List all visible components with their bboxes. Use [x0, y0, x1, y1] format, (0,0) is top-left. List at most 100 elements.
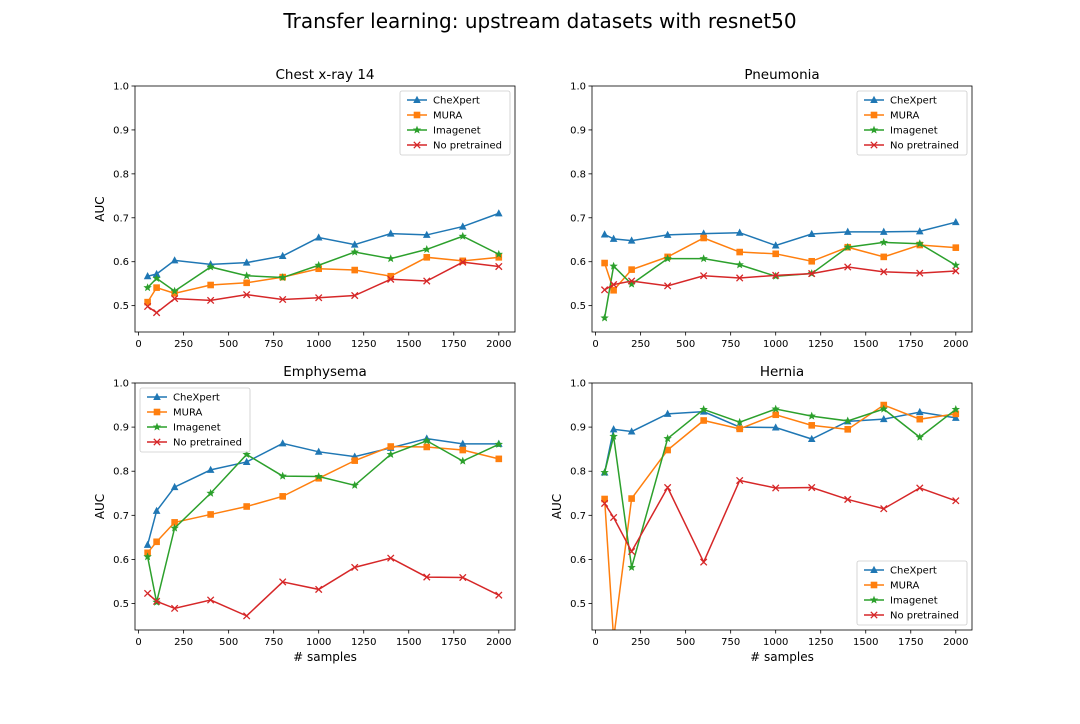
subplot-4-series-mura-point: [808, 422, 816, 429]
subplot-4-series-mura-point: [772, 411, 779, 419]
subplot-3-series-mura-point: [423, 443, 431, 451]
subplot-1-series-imagenet-point: [386, 254, 395, 263]
subplot-4-series-chexpert-point: [771, 423, 780, 431]
subplot-4-series-mura-point: [844, 426, 852, 433]
subplot-3-series-imagenet-point: [278, 471, 287, 480]
subplot-3-xtick-label: 1000: [306, 637, 331, 648]
subplot-1-series-chexpert-point: [152, 269, 161, 278]
subplot-1-series-mura-point: [459, 257, 467, 265]
subplot-4-ytick-label: 0.9: [570, 423, 586, 434]
subplot-2-series-imagenet-point: [735, 260, 744, 269]
subplot-2-series-no-pretrained-point: [844, 263, 852, 271]
subplot-2-xtick-label: 1750: [898, 339, 923, 350]
subplot-2-series-chexpert-line: [604, 221, 956, 247]
subplot-4-series-no-pretrained-point: [916, 484, 924, 492]
subplot-3-series-imagenet-point: [422, 436, 431, 445]
subplot-3-series-imagenet-point: [386, 450, 395, 459]
subplot-2-series-chexpert-point: [663, 230, 672, 238]
subplot-4-xtick-label: 1750: [898, 637, 923, 648]
subplot-4-series-chexpert-point: [807, 434, 816, 443]
subplot-1-series-mura-point: [144, 298, 151, 306]
subplot-3-series-imagenet-line: [146, 439, 500, 603]
subplot-4-series-no-pretrained-point: [627, 547, 636, 556]
subplot-1-ytick-label: 0.9: [113, 125, 129, 136]
subplot-4-ytick-label: 1.0: [570, 379, 586, 390]
subplot-2-series-no-pretrained-point: [772, 271, 780, 279]
subplot-3-series-no-pretrained-point: [459, 573, 467, 582]
subplot-3-series-no-pretrained-point: [315, 585, 323, 594]
subplot-1-series-chexpert-point: [458, 222, 467, 230]
subplot-4-legend-box: [856, 560, 968, 626]
subplot-1-legend-entry-imagenet-marker: [412, 125, 422, 134]
subplot-3-xtick-label: 1250: [351, 637, 376, 648]
subplot-1-series-mura-point: [243, 279, 250, 287]
subplot-4-series-imagenet-point: [735, 417, 744, 426]
subplot-4-xtick-label: 1250: [808, 637, 833, 648]
subplot-1-series-imagenet-point: [242, 271, 251, 280]
subplot-1-series-no-pretrained-point: [143, 302, 152, 311]
subplot-4-ytick-label: 0.5: [570, 599, 586, 610]
subplot-2-series-imagenet-point: [663, 254, 672, 263]
subplot-2-series-mura-point: [700, 234, 707, 242]
subplot-2-title: Pneumonia: [744, 67, 819, 83]
subplot-4-series-chexpert-line: [603, 410, 956, 473]
subplot-4-legend-entry-mura-marker: [870, 581, 878, 589]
subplot-2-series-mura-point: [952, 244, 960, 251]
subplot-1-series-imagenet-line: [147, 235, 500, 293]
subplot-2-frame: [591, 85, 973, 333]
subplot-2-series-mura-point: [628, 266, 635, 273]
subplot-3-series-no-pretrained-point: [206, 596, 215, 604]
subplot-3-xtick-label: 250: [174, 637, 193, 648]
subplot-1-series-no-pretrained-point: [387, 275, 395, 283]
subplot-3-xtick-label: 500: [219, 637, 238, 648]
subplot-4-legend-entry-mura-label: MURA: [890, 581, 919, 592]
subplot-3-series-no-pretrained-point: [387, 554, 395, 562]
subplot-4-series-imagenet-point: [600, 468, 609, 477]
subplot-2-series-imagenet-point: [879, 237, 888, 246]
subplot-2-series-chexpert-point: [609, 234, 618, 242]
subplot-2-series-mura-point: [772, 250, 779, 258]
subplot-3-series-no-pretrained-point: [423, 573, 431, 581]
subplot-3-series-imagenet-point: [314, 472, 323, 481]
subplot-4-series-no-pretrained-point: [772, 484, 780, 492]
subplot-4-xtick-label: 500: [676, 637, 695, 648]
subplot-4-frame: [591, 382, 973, 631]
subplot-3-xtick-label: 1750: [441, 637, 466, 648]
subplot-1-series-imagenet-point: [206, 262, 215, 271]
subplot-1-legend-entry-mura-label: MURA: [433, 111, 462, 122]
subplot-4-series-imagenet-point: [951, 405, 960, 414]
subplot-2-series-no-pretrained-line: [604, 266, 956, 291]
subplot-1-series-chexpert-point: [143, 272, 152, 280]
subplot-3-series-no-pretrained-point: [279, 578, 287, 586]
subplot-3-legend-entry-imagenet-marker: [152, 422, 162, 431]
subplot-1-series-no-pretrained-point: [495, 262, 503, 271]
subplot-4-ytick-label: 0.8: [570, 467, 586, 478]
subplot-2-series-imagenet-point: [627, 279, 636, 288]
subplot-4-series-no-pretrained-point: [880, 505, 888, 513]
subplot-3-series-mura-point: [153, 538, 160, 546]
subplot-1-series-imagenet-point: [494, 249, 503, 258]
subplot-4-series-chexpert-point: [879, 414, 888, 423]
subplot-2-series-chexpert-point: [807, 229, 816, 238]
subplot-4-xtick-label: 250: [631, 637, 650, 648]
subplot-3-legend-entry-no-pretrained-marker: [153, 438, 161, 446]
subplot-1-series-imagenet-point: [278, 273, 287, 282]
subplot-3-series-imagenet-point: [143, 552, 152, 561]
subplot-4-series-mura-point: [736, 425, 743, 433]
subplot-2-series-no-pretrained-point: [627, 277, 636, 285]
subplot-4-legend-entry-imagenet-marker: [869, 595, 879, 604]
subplot-3-ytick-label: 1.0: [113, 379, 129, 390]
subplot-1-series-chexpert-point: [278, 251, 287, 260]
subplot-4-series-mura-point: [628, 495, 635, 502]
subplot-1-ytick-label: 0.7: [113, 213, 129, 224]
subplot-4-xtick-label: 0: [592, 637, 598, 648]
subplot-3-title: Emphysema: [283, 364, 367, 380]
subplot-1-series-no-pretrained-point: [279, 295, 287, 304]
subplot-4-series-imagenet-point: [699, 405, 708, 414]
subplot-1-series-mura-point: [153, 284, 160, 291]
subplot-3-legend-entry-imagenet-label: Imagenet: [173, 423, 221, 434]
subplot-3-series-mura-point: [459, 446, 467, 454]
subplot-1-ytick-label: 0.8: [113, 169, 129, 180]
subplot-2-series-imagenet-point: [609, 261, 618, 270]
subplot-4-series-no-pretrained-point: [609, 513, 618, 522]
